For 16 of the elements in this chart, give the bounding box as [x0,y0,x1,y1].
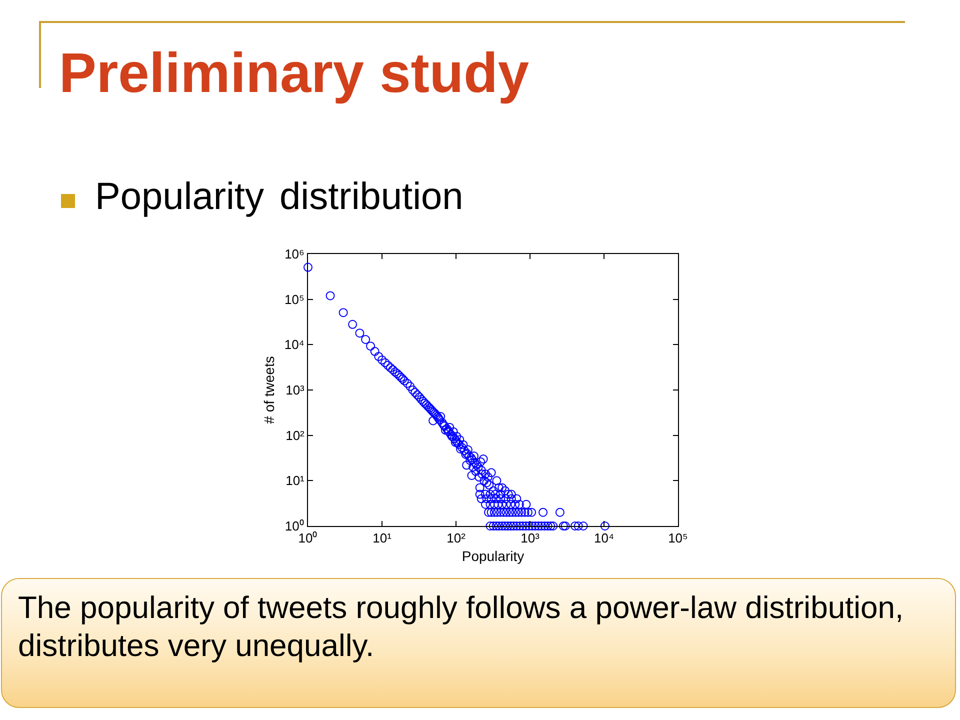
y-tick-label: 10⁶ [284,246,304,262]
y-tick-label: 10⁵ [284,292,304,307]
x-tick-label: 10² [446,530,466,546]
chart-title: Preliminary study [59,41,529,104]
x-axis-title: Popularity [462,548,524,564]
x-tick-label: 10¹ [372,530,392,546]
y-tick-label: 10² [286,428,306,443]
note-box: The popularity of tweets roughly follows a power-law distribution, distributes very unequally. [1,578,956,708]
y-tick-label: 10¹ [286,473,306,488]
y-axis-title: # of tweets [260,356,277,424]
x-tick-label: 10⁵ [668,530,688,546]
x-tick-label: 10⁴ [594,530,614,546]
x-tick-label: 10³ [520,530,540,546]
chart-subtitle: Popularity distribution [95,176,464,219]
y-tick-label: 10³ [286,382,306,398]
y-tick-label: 10⁴ [284,337,304,352]
